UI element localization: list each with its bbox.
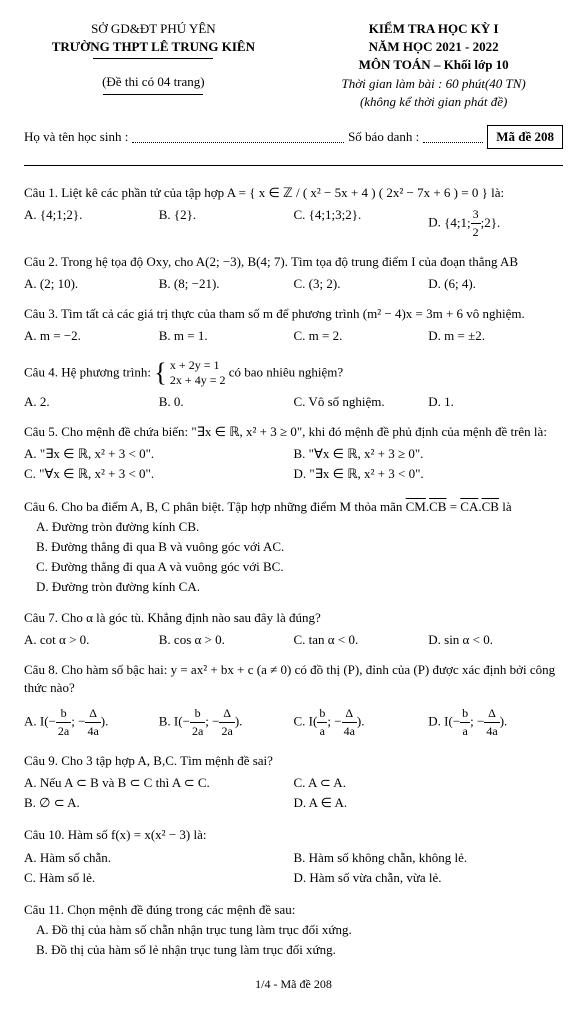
q5-d: D. "∃x ∈ ℝ, x² + 3 < 0". xyxy=(294,465,564,483)
subject: MÔN TOÁN – Khối lớp 10 xyxy=(304,56,563,74)
q6-b: B. Đường thẳng đi qua B và vuông góc với… xyxy=(36,538,563,556)
question-10: Câu 10. Hàm số f(x) = x(x² − 3) là: A. H… xyxy=(24,826,563,889)
q8-b: B. I(−b2a; −Δ2a). xyxy=(159,705,294,740)
q4-a: A. 2. xyxy=(24,393,159,411)
q7-a: A. cot α > 0. xyxy=(24,631,159,649)
q5-a: A. "∃x ∈ ℝ, x² + 3 < 0". xyxy=(24,445,294,463)
question-1: Câu 1. Liệt kê các phần tử của tập hợp A… xyxy=(24,184,563,241)
q3-stem: Câu 3. Tìm tất cả các giá trị thực của t… xyxy=(24,305,563,323)
question-11: Câu 11. Chọn mệnh đề đúng trong các mệnh… xyxy=(24,901,563,960)
q2-a: A. (2; 10). xyxy=(24,275,159,293)
q1-d: D. {4;1;32;2}. xyxy=(428,206,563,241)
exam-code: Mã đề 208 xyxy=(487,125,563,149)
q9-stem: Câu 9. Cho 3 tập hợp A, B,C. Tìm mệnh đề… xyxy=(24,752,563,770)
q10-b: B. Hàm số không chẵn, không lẻ. xyxy=(294,849,564,867)
q3-c: C. m = 2. xyxy=(294,327,429,345)
q10-d: D. Hàm số vừa chẵn, vừa lẻ. xyxy=(294,869,564,887)
q5-options: A. "∃x ∈ ℝ, x² + 3 < 0". B. "∀x ∈ ℝ, x² … xyxy=(24,445,563,485)
q6-vectors: CM.CB = CA.CB xyxy=(406,499,499,514)
q8-a: A. I(−b2a; −Δ4a). xyxy=(24,705,159,740)
q11-stem: Câu 11. Chọn mệnh đề đúng trong các mệnh… xyxy=(24,901,563,919)
q6-a: A. Đường tròn đường kính CB. xyxy=(36,518,563,536)
q9-options: A. Nếu A ⊂ B và B ⊂ C thì A ⊂ C. C. A ⊂ … xyxy=(24,774,563,814)
q8-options: A. I(−b2a; −Δ4a). B. I(−b2a; −Δ2a). C. I… xyxy=(24,705,563,740)
q9-a: A. Nếu A ⊂ B và B ⊂ C thì A ⊂ C. xyxy=(24,774,294,792)
dept: SỞ GD&ĐT PHÚ YÊN xyxy=(24,20,283,38)
question-6: Câu 6. Cho ba điểm A, B, C phân biệt. Tậ… xyxy=(24,498,563,597)
q11-b: B. Đồ thị của hàm số lẻ nhận trục tung l… xyxy=(36,941,563,959)
header-left: SỞ GD&ĐT PHÚ YÊN TRƯỜNG THPT LÊ TRUNG KI… xyxy=(24,20,283,111)
name-dots xyxy=(132,132,344,143)
underline2 xyxy=(103,94,203,95)
q5-c: C. "∀x ∈ ℝ, x² + 3 < 0". xyxy=(24,465,294,483)
q4-d: D. 1. xyxy=(428,393,563,411)
q5-b: B. "∀x ∈ ℝ, x² + 3 ≥ 0". xyxy=(294,445,564,463)
q9-d: D. A ∈ A. xyxy=(294,794,564,812)
q8-c: C. I(ba; −Δ4a). xyxy=(294,705,429,740)
footer: 1/4 - Mã đề 208 xyxy=(24,976,563,993)
q3-options: A. m = −2. B. m = 1. C. m = 2. D. m = ±2… xyxy=(24,327,563,345)
underline xyxy=(93,58,213,59)
q2-c: C. (3; 2). xyxy=(294,275,429,293)
q1-b: B. {2}. xyxy=(159,206,294,241)
code-dots xyxy=(423,132,483,143)
separator xyxy=(24,165,563,166)
exam: KIỂM TRA HỌC KỲ I xyxy=(304,20,563,38)
q7-stem: Câu 7. Cho α là góc tù. Khẳng định nào s… xyxy=(24,609,563,627)
q2-d: D. (6; 4). xyxy=(428,275,563,293)
q7-options: A. cot α > 0. B. cos α > 0. C. tan α < 0… xyxy=(24,631,563,649)
question-7: Câu 7. Cho α là góc tù. Khẳng định nào s… xyxy=(24,609,563,649)
q2-b: B. (8; −21). xyxy=(159,275,294,293)
q7-c: C. tan α < 0. xyxy=(294,631,429,649)
q3-b: B. m = 1. xyxy=(159,327,294,345)
year: NĂM HỌC 2021 - 2022 xyxy=(304,38,563,56)
q4-system: x + 2y = 1 2x + 4y = 2 xyxy=(170,358,226,389)
q8-stem: Câu 8. Cho hàm số bậc hai: y = ax² + bx … xyxy=(24,661,563,697)
q6-stem: Câu 6. Cho ba điểm A, B, C phân biệt. Tậ… xyxy=(24,498,563,516)
q10-stem: Câu 10. Hàm số f(x) = x(x² − 3) là: xyxy=(24,826,563,844)
q9-b: B. ∅ ⊂ A. xyxy=(24,794,294,812)
q10-a: A. Hàm số chẵn. xyxy=(24,849,294,867)
question-8: Câu 8. Cho hàm số bậc hai: y = ax² + bx … xyxy=(24,661,563,740)
meta-row: Họ và tên học sinh : Số báo danh : Mã đề… xyxy=(24,125,563,149)
q4-c: C. Vô số nghiệm. xyxy=(294,393,429,411)
header-right: KIỂM TRA HỌC KỲ I NĂM HỌC 2021 - 2022 MÔ… xyxy=(304,20,563,111)
q4-options: A. 2. B. 0. C. Vô số nghiệm. D. 1. xyxy=(24,393,563,411)
q1-options: A. {4;1;2}. B. {2}. C. {4;1;3;2}. D. {4;… xyxy=(24,206,563,241)
question-5: Câu 5. Cho mệnh đề chứa biến: "∃x ∈ ℝ, x… xyxy=(24,423,563,486)
question-4: Câu 4. Hệ phương trình: { x + 2y = 1 2x … xyxy=(24,358,563,411)
q6-d: D. Đường tròn đường kính CA. xyxy=(36,578,563,596)
q11-a: A. Đồ thị của hàm số chẵn nhận trục tung… xyxy=(36,921,563,939)
q2-options: A. (2; 10). B. (8; −21). C. (3; 2). D. (… xyxy=(24,275,563,293)
q10-options: A. Hàm số chẵn. B. Hàm số không chẵn, kh… xyxy=(24,849,563,889)
question-9: Câu 9. Cho 3 tập hợp A, B,C. Tìm mệnh đề… xyxy=(24,752,563,815)
q10-c: C. Hàm số lẻ. xyxy=(24,869,294,887)
q4-b: B. 0. xyxy=(159,393,294,411)
q3-a: A. m = −2. xyxy=(24,327,159,345)
school: TRƯỜNG THPT LÊ TRUNG KIÊN xyxy=(24,38,283,56)
question-2: Câu 2. Trong hệ tọa độ Oxy, cho A(2; −3)… xyxy=(24,253,563,293)
code-label: Số báo danh : xyxy=(348,128,419,146)
q1-stem: Câu 1. Liệt kê các phần tử của tập hợp A… xyxy=(24,184,563,202)
q3-d: D. m = ±2. xyxy=(428,327,563,345)
header-row: SỞ GD&ĐT PHÚ YÊN TRƯỜNG THPT LÊ TRUNG KI… xyxy=(24,20,563,111)
q4-stem: Câu 4. Hệ phương trình: { x + 2y = 1 2x … xyxy=(24,358,563,389)
note: (không kể thời gian phát đề) xyxy=(304,93,563,111)
pages: (Đề thi có 04 trang) xyxy=(24,73,283,91)
q9-c: C. A ⊂ A. xyxy=(294,774,564,792)
q8-d: D. I(−ba; −Δ4a). xyxy=(428,705,563,740)
question-3: Câu 3. Tìm tất cả các giá trị thực của t… xyxy=(24,305,563,345)
q1-c: C. {4;1;3;2}. xyxy=(294,206,429,241)
q5-stem: Câu 5. Cho mệnh đề chứa biến: "∃x ∈ ℝ, x… xyxy=(24,423,563,441)
time: Thời gian làm bài : 60 phút(40 TN) xyxy=(304,75,563,93)
q7-b: B. cos α > 0. xyxy=(159,631,294,649)
q1-a: A. {4;1;2}. xyxy=(24,206,159,241)
brace-icon: { xyxy=(154,363,166,384)
name-label: Họ và tên học sinh : xyxy=(24,128,128,146)
q2-stem: Câu 2. Trong hệ tọa độ Oxy, cho A(2; −3)… xyxy=(24,253,563,271)
q7-d: D. sin α < 0. xyxy=(428,631,563,649)
q6-c: C. Đường thẳng đi qua A và vuông góc với… xyxy=(36,558,563,576)
